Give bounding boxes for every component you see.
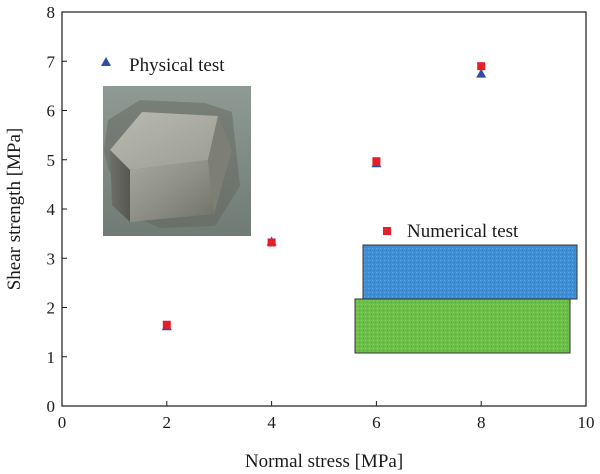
y-axis-ticks: 0 1 2 3 4 5 6 7 8	[47, 3, 67, 416]
legend-physical-test: Physical test	[101, 55, 225, 76]
y-tick-label: 7	[47, 52, 56, 71]
numerical-model-top-block	[362, 244, 578, 300]
numerical-test-point	[372, 157, 381, 166]
legend-numerical-test: Numerical test	[383, 221, 519, 242]
x-tick-label: 2	[163, 413, 172, 432]
x-axis-ticks: 0 2 4 6 8 10	[58, 401, 595, 432]
y-tick-label: 0	[47, 397, 56, 416]
legend-numerical-test-label: Numerical test	[407, 221, 519, 242]
x-axis-label: Normal stress [MPa]	[245, 451, 403, 472]
y-tick-label: 2	[47, 299, 56, 318]
legend-physical-test-label: Physical test	[129, 55, 225, 76]
numerical-test-point	[162, 320, 171, 329]
numerical-model-inset	[354, 244, 578, 354]
x-tick-label: 0	[58, 413, 67, 432]
y-tick-label: 3	[47, 249, 56, 268]
numerical-test-point	[267, 238, 276, 247]
physical-test-point	[476, 68, 487, 78]
y-tick-label: 6	[47, 102, 56, 121]
x-tick-label: 8	[477, 413, 486, 432]
data-points	[161, 62, 487, 331]
y-tick-label: 5	[47, 151, 56, 170]
y-axis-label: Shear strength [MPa]	[4, 128, 25, 291]
x-tick-label: 10	[578, 413, 595, 432]
numerical-test-point	[477, 62, 486, 71]
y-tick-label: 8	[47, 3, 56, 22]
legend-square-marker	[383, 227, 391, 235]
physical-specimen-photo	[103, 86, 251, 236]
y-tick-label: 4	[47, 200, 56, 219]
y-tick-label: 1	[47, 348, 56, 367]
legend-triangle-marker	[101, 57, 111, 66]
x-tick-label: 4	[267, 413, 276, 432]
x-tick-label: 6	[372, 413, 381, 432]
numerical-model-bottom-block	[354, 298, 571, 354]
